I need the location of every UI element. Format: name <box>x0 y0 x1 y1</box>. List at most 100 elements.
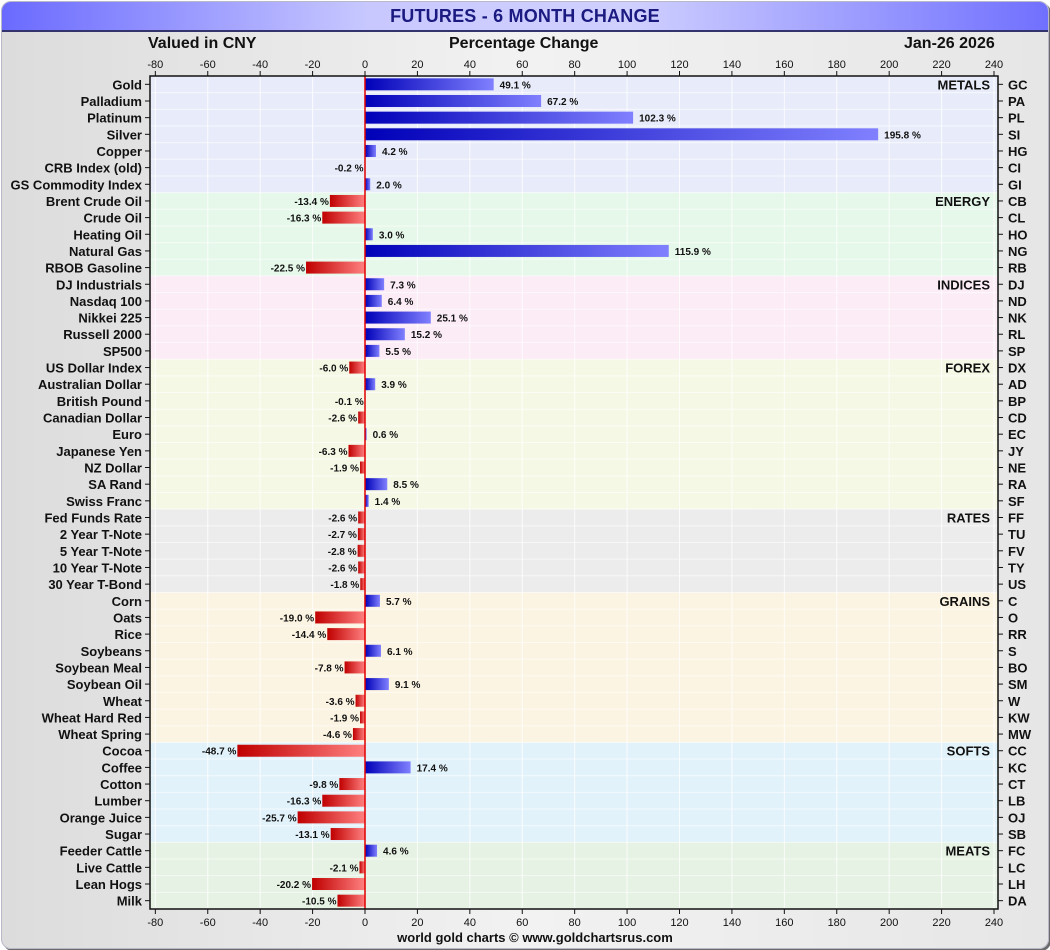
bar-kw <box>360 711 365 724</box>
code-label: NE <box>1008 461 1026 476</box>
code-label: LC <box>1008 860 1026 875</box>
value-label: 4.2 % <box>382 147 408 158</box>
value-label: 0.6 % <box>373 430 399 441</box>
x-tick-label-top: 0 <box>362 59 368 71</box>
row-label: Copper <box>97 144 143 159</box>
row-label: Wheat Hard Red <box>42 710 142 725</box>
row-label: Heating Oil <box>73 227 142 242</box>
code-label: TU <box>1008 527 1025 542</box>
bar-nk <box>365 311 431 324</box>
row-label: Fed Funds Rate <box>44 510 142 525</box>
code-label: PL <box>1008 111 1025 126</box>
code-label: DX <box>1008 361 1026 376</box>
value-label: 9.1 % <box>395 680 421 691</box>
bar-cl <box>322 211 365 224</box>
row-label: Natural Gas <box>69 244 142 259</box>
row-label: Cocoa <box>102 744 143 759</box>
row-label: NZ Dollar <box>84 461 142 476</box>
bar-rl <box>365 328 405 341</box>
chart-title: FUTURES - 6 MONTH CHANGE <box>390 6 660 26</box>
code-label: SP <box>1008 344 1026 359</box>
code-label: MW <box>1008 727 1032 742</box>
value-label: 3.9 % <box>381 380 407 391</box>
bar-ct <box>339 778 365 791</box>
row-label: Canadian Dollar <box>43 411 142 426</box>
row-label: Crude Oil <box>83 211 142 226</box>
code-label: NK <box>1008 311 1027 326</box>
bar-ff <box>358 511 365 524</box>
bar-c <box>365 594 380 607</box>
value-label: 195.8 % <box>884 130 921 141</box>
code-label: DA <box>1008 894 1027 909</box>
x-tick-label-bottom: 20 <box>411 917 423 929</box>
value-label: -1.9 % <box>330 713 359 724</box>
sector-label-indices: INDICES <box>937 277 990 292</box>
x-tick-label-top: 120 <box>670 59 688 71</box>
value-label: -2.8 % <box>328 547 357 558</box>
x-tick-label-bottom: -80 <box>147 917 163 929</box>
bar-s <box>365 644 381 657</box>
bar-jy <box>348 444 365 457</box>
value-label: 102.3 % <box>639 114 676 125</box>
x-tick-label-top: -20 <box>305 59 321 71</box>
bar-ne <box>360 461 365 474</box>
plot-border <box>149 75 999 910</box>
value-label: -1.8 % <box>330 580 359 591</box>
value-label: -1.9 % <box>330 464 359 475</box>
row-label: RBOB Gasoline <box>45 261 142 276</box>
bar-sf <box>365 494 369 507</box>
sector-band-forex <box>150 359 998 510</box>
value-label: 3.0 % <box>379 230 405 241</box>
row-label: Oats <box>113 610 142 625</box>
code-label: FF <box>1008 510 1024 525</box>
row-label: British Pound <box>57 394 142 409</box>
bar-da <box>337 894 365 907</box>
code-label: LB <box>1008 794 1025 809</box>
bar-nd <box>365 294 382 307</box>
x-tick-label-top: 140 <box>723 59 741 71</box>
x-tick-label-top: 40 <box>464 59 476 71</box>
row-label: Euro <box>112 427 142 442</box>
sector-label-rates: RATES <box>947 510 990 525</box>
bar-sm <box>365 678 389 691</box>
row-label: Orange Juice <box>60 810 142 825</box>
code-label: GI <box>1008 177 1022 192</box>
bar-oj <box>297 811 365 824</box>
value-label: -13.1 % <box>295 830 330 841</box>
code-label: S <box>1008 644 1017 659</box>
row-label: Coffee <box>102 760 142 775</box>
sector-label-forex: FOREX <box>945 361 990 376</box>
value-label: 2.0 % <box>376 180 402 191</box>
row-label: Corn <box>112 594 142 609</box>
value-label: -0.1 % <box>335 397 364 408</box>
sector-label-metals: METALS <box>938 77 991 92</box>
bar-lb <box>322 794 365 807</box>
row-label: Russell 2000 <box>63 327 142 342</box>
code-label: BO <box>1008 660 1028 675</box>
value-label: -3.6 % <box>326 697 355 708</box>
value-label: -7.8 % <box>315 663 344 674</box>
title-bar: FUTURES - 6 MONTH CHANGE <box>2 2 1048 32</box>
x-tick-label-top: 100 <box>618 59 636 71</box>
value-label: -2.7 % <box>328 530 357 541</box>
bar-ra <box>365 478 388 491</box>
code-label: US <box>1008 577 1026 592</box>
sector-band-grains <box>150 592 998 743</box>
row-label: Sugar <box>105 827 142 842</box>
bar-fv <box>357 544 365 557</box>
bar-lc <box>359 861 365 874</box>
code-label: RB <box>1008 261 1027 276</box>
x-tick-label-bottom: 240 <box>985 917 1003 929</box>
code-label: CC <box>1008 744 1027 759</box>
bar-dx <box>349 361 365 374</box>
row-label: Palladium <box>81 94 142 109</box>
x-tick-label-bottom: 60 <box>516 917 528 929</box>
code-label: FC <box>1008 844 1026 859</box>
bar-us <box>360 578 365 591</box>
code-label: DJ <box>1008 277 1025 292</box>
value-label: -0.2 % <box>335 164 364 175</box>
value-label: -2.6 % <box>328 513 357 524</box>
x-tick-label-bottom: -60 <box>200 917 216 929</box>
bar-kc <box>365 761 411 774</box>
